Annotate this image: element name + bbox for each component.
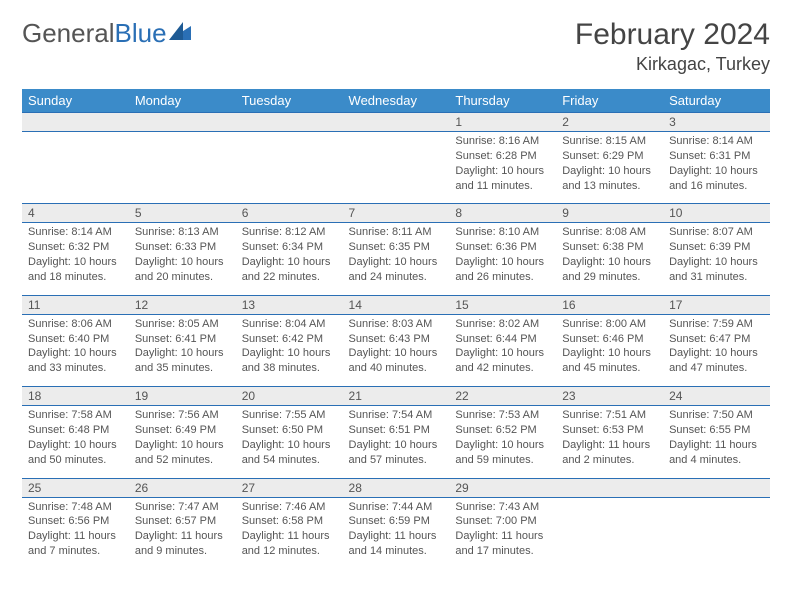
- detail-cell: Sunrise: 7:58 AM Sunset: 6:48 PM Dayligh…: [22, 406, 129, 478]
- detail-cell: Sunrise: 8:03 AM Sunset: 6:43 PM Dayligh…: [343, 314, 450, 386]
- date-cell: [129, 113, 236, 132]
- month-title: February 2024: [575, 18, 770, 52]
- date-row: 2526272829: [22, 478, 770, 497]
- detail-cell: Sunrise: 7:44 AM Sunset: 6:59 PM Dayligh…: [343, 497, 450, 569]
- weekday-header: Monday: [129, 89, 236, 113]
- weekday-header: Friday: [556, 89, 663, 113]
- detail-cell: Sunrise: 8:02 AM Sunset: 6:44 PM Dayligh…: [449, 314, 556, 386]
- detail-row: Sunrise: 8:06 AM Sunset: 6:40 PM Dayligh…: [22, 314, 770, 386]
- date-cell: [343, 113, 450, 132]
- weekday-header: Saturday: [663, 89, 770, 113]
- date-cell: 1: [449, 113, 556, 132]
- detail-cell: Sunrise: 7:46 AM Sunset: 6:58 PM Dayligh…: [236, 497, 343, 569]
- date-cell: [236, 113, 343, 132]
- detail-cell: Sunrise: 7:50 AM Sunset: 6:55 PM Dayligh…: [663, 406, 770, 478]
- detail-cell: Sunrise: 8:11 AM Sunset: 6:35 PM Dayligh…: [343, 223, 450, 295]
- header: GeneralBlue February 2024 Kirkagac, Turk…: [22, 18, 770, 75]
- detail-cell: [22, 132, 129, 204]
- date-cell: 2: [556, 113, 663, 132]
- detail-cell: [236, 132, 343, 204]
- detail-cell: Sunrise: 8:14 AM Sunset: 6:31 PM Dayligh…: [663, 132, 770, 204]
- detail-cell: Sunrise: 8:15 AM Sunset: 6:29 PM Dayligh…: [556, 132, 663, 204]
- date-cell: 4: [22, 204, 129, 223]
- date-cell: 14: [343, 295, 450, 314]
- date-cell: 16: [556, 295, 663, 314]
- date-cell: 26: [129, 478, 236, 497]
- detail-cell: Sunrise: 7:55 AM Sunset: 6:50 PM Dayligh…: [236, 406, 343, 478]
- date-row: 18192021222324: [22, 387, 770, 406]
- detail-cell: [129, 132, 236, 204]
- date-cell: [663, 478, 770, 497]
- date-cell: 18: [22, 387, 129, 406]
- detail-row: Sunrise: 8:16 AM Sunset: 6:28 PM Dayligh…: [22, 132, 770, 204]
- date-cell: 29: [449, 478, 556, 497]
- location: Kirkagac, Turkey: [575, 54, 770, 75]
- date-cell: 15: [449, 295, 556, 314]
- title-block: February 2024 Kirkagac, Turkey: [575, 18, 770, 75]
- detail-cell: Sunrise: 8:05 AM Sunset: 6:41 PM Dayligh…: [129, 314, 236, 386]
- date-cell: 8: [449, 204, 556, 223]
- flag-icon: [169, 18, 195, 49]
- date-cell: 25: [22, 478, 129, 497]
- detail-cell: Sunrise: 8:13 AM Sunset: 6:33 PM Dayligh…: [129, 223, 236, 295]
- detail-cell: Sunrise: 8:07 AM Sunset: 6:39 PM Dayligh…: [663, 223, 770, 295]
- date-cell: 20: [236, 387, 343, 406]
- date-cell: 3: [663, 113, 770, 132]
- date-cell: 23: [556, 387, 663, 406]
- detail-cell: Sunrise: 8:10 AM Sunset: 6:36 PM Dayligh…: [449, 223, 556, 295]
- detail-cell: Sunrise: 8:16 AM Sunset: 6:28 PM Dayligh…: [449, 132, 556, 204]
- detail-cell: Sunrise: 8:08 AM Sunset: 6:38 PM Dayligh…: [556, 223, 663, 295]
- detail-cell: Sunrise: 7:53 AM Sunset: 6:52 PM Dayligh…: [449, 406, 556, 478]
- detail-cell: Sunrise: 7:43 AM Sunset: 7:00 PM Dayligh…: [449, 497, 556, 569]
- detail-row: Sunrise: 8:14 AM Sunset: 6:32 PM Dayligh…: [22, 223, 770, 295]
- detail-cell: Sunrise: 7:56 AM Sunset: 6:49 PM Dayligh…: [129, 406, 236, 478]
- date-cell: [556, 478, 663, 497]
- weekday-header-row: Sunday Monday Tuesday Wednesday Thursday…: [22, 89, 770, 113]
- date-cell: 24: [663, 387, 770, 406]
- date-row: 123: [22, 113, 770, 132]
- logo-text-1: General: [22, 18, 115, 49]
- date-cell: 9: [556, 204, 663, 223]
- date-cell: 22: [449, 387, 556, 406]
- date-cell: 12: [129, 295, 236, 314]
- logo-text-2: Blue: [115, 18, 167, 49]
- detail-row: Sunrise: 7:48 AM Sunset: 6:56 PM Dayligh…: [22, 497, 770, 569]
- date-cell: 17: [663, 295, 770, 314]
- logo: GeneralBlue: [22, 18, 195, 49]
- date-cell: [22, 113, 129, 132]
- detail-cell: Sunrise: 7:51 AM Sunset: 6:53 PM Dayligh…: [556, 406, 663, 478]
- detail-cell: [343, 132, 450, 204]
- detail-cell: [663, 497, 770, 569]
- detail-row: Sunrise: 7:58 AM Sunset: 6:48 PM Dayligh…: [22, 406, 770, 478]
- weekday-header: Sunday: [22, 89, 129, 113]
- date-cell: 7: [343, 204, 450, 223]
- date-cell: 28: [343, 478, 450, 497]
- weekday-header: Thursday: [449, 89, 556, 113]
- weekday-header: Wednesday: [343, 89, 450, 113]
- detail-cell: Sunrise: 7:48 AM Sunset: 6:56 PM Dayligh…: [22, 497, 129, 569]
- date-row: 11121314151617: [22, 295, 770, 314]
- detail-cell: Sunrise: 8:06 AM Sunset: 6:40 PM Dayligh…: [22, 314, 129, 386]
- date-row: 45678910: [22, 204, 770, 223]
- detail-cell: [556, 497, 663, 569]
- detail-cell: Sunrise: 8:00 AM Sunset: 6:46 PM Dayligh…: [556, 314, 663, 386]
- date-cell: 27: [236, 478, 343, 497]
- detail-cell: Sunrise: 8:04 AM Sunset: 6:42 PM Dayligh…: [236, 314, 343, 386]
- detail-cell: Sunrise: 8:12 AM Sunset: 6:34 PM Dayligh…: [236, 223, 343, 295]
- date-cell: 19: [129, 387, 236, 406]
- weekday-header: Tuesday: [236, 89, 343, 113]
- detail-cell: Sunrise: 7:47 AM Sunset: 6:57 PM Dayligh…: [129, 497, 236, 569]
- detail-cell: Sunrise: 7:59 AM Sunset: 6:47 PM Dayligh…: [663, 314, 770, 386]
- date-cell: 6: [236, 204, 343, 223]
- date-cell: 13: [236, 295, 343, 314]
- date-cell: 10: [663, 204, 770, 223]
- detail-cell: Sunrise: 8:14 AM Sunset: 6:32 PM Dayligh…: [22, 223, 129, 295]
- calendar-table: Sunday Monday Tuesday Wednesday Thursday…: [22, 89, 770, 569]
- detail-cell: Sunrise: 7:54 AM Sunset: 6:51 PM Dayligh…: [343, 406, 450, 478]
- date-cell: 5: [129, 204, 236, 223]
- date-cell: 21: [343, 387, 450, 406]
- date-cell: 11: [22, 295, 129, 314]
